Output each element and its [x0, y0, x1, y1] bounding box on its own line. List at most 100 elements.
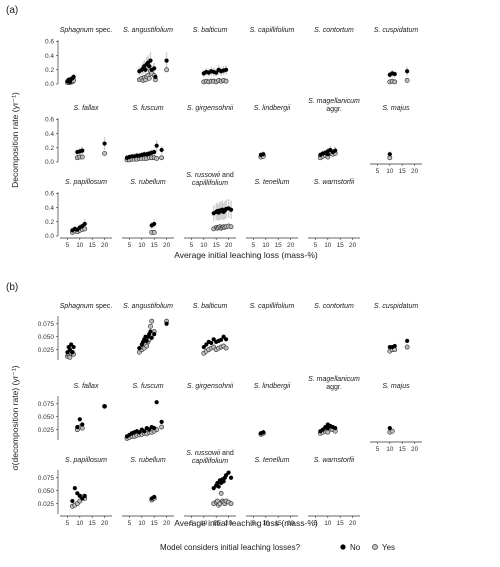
facet-title-species: S. tenellum	[254, 179, 289, 186]
facet: S. majus 5 10 15 20	[370, 105, 422, 175]
facet: Sphagnum spec. 0.025 0.050 0.075	[38, 303, 113, 360]
x-tick-label: 10	[262, 242, 270, 249]
x-tick-label: 10	[200, 242, 208, 249]
point-no	[148, 58, 153, 63]
facet-title-species: S. papillosum	[65, 457, 107, 464]
x-tick-label: 20	[225, 242, 233, 249]
facet-title-species: S. fallax	[74, 383, 99, 390]
x-tick-label: 5	[252, 520, 256, 527]
x-tick-label: 15	[275, 520, 283, 527]
point-no	[261, 152, 266, 157]
facet: S. angustifolium	[123, 27, 173, 83]
facet-title-species: S. contortum	[314, 27, 354, 34]
point-yes	[389, 428, 395, 434]
facet-title: S. majus	[382, 383, 410, 390]
facet-title-species: S. rubellum	[130, 179, 166, 186]
point-no	[147, 64, 152, 69]
y-tick-label: 0.2	[45, 67, 54, 74]
point-no	[228, 475, 234, 480]
point-no	[392, 343, 397, 349]
facet-title-species: S. angustifolium	[123, 27, 173, 34]
facet-title: Sphagnum spec.	[60, 27, 113, 34]
point-no	[144, 338, 149, 343]
point-yes	[218, 490, 224, 496]
point-yes	[404, 344, 410, 350]
facet-title: S. girgensohnii	[187, 105, 234, 112]
facet: S. tenellum 5 10 15 20	[246, 457, 298, 527]
point-no	[214, 70, 219, 75]
point-no	[152, 149, 157, 155]
x-tick-label: 15	[151, 242, 159, 249]
facet-title-line2: aggr.	[326, 384, 342, 391]
facet-title-species: S. majus	[382, 383, 410, 390]
facet: S. girgensohnii	[187, 105, 234, 112]
facet: S. contortum	[314, 303, 354, 310]
point-no	[159, 419, 164, 424]
facet-title: S. tenellum	[254, 179, 289, 186]
facet-title: S. balticum	[193, 303, 228, 310]
x-tick-label: 20	[163, 520, 171, 527]
x-tick-label: 5	[376, 446, 380, 453]
facet-title-species: S. lindbergii	[254, 105, 291, 112]
x-tick-label: 15	[213, 242, 221, 249]
x-tick-label: 10	[386, 446, 394, 453]
facet-title: S. fuscum	[132, 105, 163, 112]
facet: S. fuscum	[124, 383, 165, 441]
y-tick-label: 0.0	[45, 159, 54, 166]
point-no	[325, 152, 330, 157]
x-tick-label: 10	[262, 520, 270, 527]
point-yes	[392, 79, 398, 85]
x-tick-label: 5	[66, 520, 70, 527]
facet: S. cuspidatum	[374, 27, 418, 85]
point-no	[387, 152, 392, 157]
facet-title-species: S. papillosum	[65, 179, 107, 186]
facet: S. girgensohnii	[187, 383, 234, 390]
x-tick-label: 5	[128, 242, 132, 249]
point-yes	[154, 156, 160, 161]
point-no	[325, 422, 330, 427]
x-tick-label: 20	[101, 520, 109, 527]
point-no	[405, 69, 410, 74]
x-tick-label: 20	[411, 446, 419, 453]
y-tick-label: 0.6	[45, 39, 54, 46]
facet-title-species: S. capillifolium	[250, 303, 295, 310]
point-no	[70, 350, 75, 355]
facet: S. angustifolium	[123, 303, 173, 355]
facet-title-species: S. majus	[382, 105, 410, 112]
facet: S. rubellum 5 10 15 20	[122, 457, 174, 527]
facet: S. balticum	[193, 303, 229, 356]
point-yes	[67, 355, 73, 360]
facet-title: S. rubellum	[130, 179, 166, 186]
point-no	[80, 148, 85, 153]
facet-title-species: S. magellanicum	[308, 98, 360, 105]
point-no	[152, 332, 157, 337]
x-tick-label: 15	[213, 520, 221, 527]
x-tick-label: 20	[287, 520, 295, 527]
facet: S. rubellum 5 10 15 20	[122, 179, 174, 249]
facet-title: Sphagnum spec.	[60, 303, 113, 310]
facet-title: S. angustifolium	[123, 303, 173, 310]
point-no	[221, 479, 226, 484]
point-no	[228, 207, 234, 212]
x-tick-label: 15	[89, 242, 97, 249]
point-no	[149, 335, 154, 340]
facet: S. capillifolium	[250, 27, 295, 34]
point-yes	[148, 323, 153, 329]
point-no	[154, 400, 159, 405]
x-tick-label: 5	[190, 520, 194, 527]
facet-title-species: S. fallax	[74, 105, 99, 112]
point-yes	[79, 154, 85, 160]
point-no	[102, 141, 107, 146]
y-tick-label: 0.4	[45, 131, 54, 138]
panel-label: (b)	[6, 282, 18, 293]
y-tick-label: 0.025	[38, 427, 55, 434]
facet-title: S. balticum	[193, 27, 228, 34]
x-tick-label: 15	[89, 520, 97, 527]
x-tick-label: 5	[252, 242, 256, 249]
facet-title: S. russowii and	[186, 450, 234, 457]
point-no	[152, 425, 157, 431]
y-tick-label: 0.4	[45, 53, 54, 60]
legend: Model considers initial leaching losses?…	[160, 543, 395, 552]
